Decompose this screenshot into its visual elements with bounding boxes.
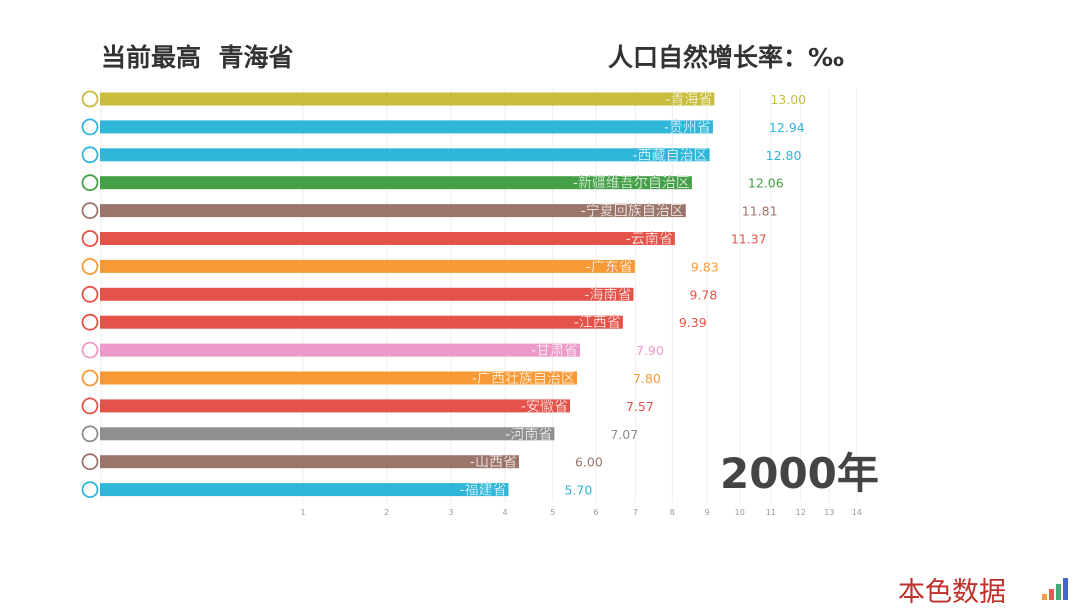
bar-marker-circle [81,285,99,303]
bar-category-label: -新疆维吾尔自治区 [573,176,690,192]
bar-category-label: -安徽省 [521,399,568,415]
bar-category-label: -青海省 [665,92,712,108]
x-tick-label: 11 [766,508,776,517]
bar-category-label: -河南省 [505,427,552,443]
x-tick-label: 4 [502,508,507,517]
bar-marker-circle [81,202,99,220]
bar-category-label: -江西省 [574,315,621,331]
x-tick-label: 9 [704,508,709,517]
brand-logo-text: 本色数据 [898,577,1006,608]
x-tick-label: 2 [384,508,389,517]
bar-value-label: 9.83 [691,259,719,274]
bar-marker-circle [81,118,99,136]
bar [100,315,623,329]
bar-value-label: 12.80 [766,148,802,163]
bar-value-label: 5.70 [564,483,592,498]
bar [100,287,634,301]
bar-chart-logo-icon [1042,578,1068,600]
bar-value-label: 7.07 [610,427,638,442]
bar-value-label: 6.00 [575,455,603,470]
x-tick-label: 8 [670,508,675,517]
bar-category-label: -云南省 [626,232,673,248]
bar [100,204,686,218]
bar-value-label: 7.90 [636,343,664,358]
bar [100,399,570,413]
bar-marker-circle [81,397,99,415]
bar-value-label: 13.00 [770,92,806,107]
bar-value-label: 11.37 [731,232,767,247]
x-tick-label: 1 [300,508,305,517]
bar [100,259,635,273]
x-tick-label: 7 [633,508,638,517]
bar-category-label: -甘肃省 [531,343,578,359]
bar [100,427,555,441]
bar-category-label: -海南省 [584,287,631,303]
bar-category-label: -广西壮族自治区 [472,371,575,387]
x-tick-label: 13 [824,508,834,517]
bar [100,455,519,469]
bar-category-label: -西藏自治区 [633,148,708,164]
year-label: 2000年 [720,449,879,498]
bar-marker-circle [81,313,99,331]
x-tick-label: 10 [735,508,745,517]
bar-value-label: 12.94 [769,120,805,135]
bar [100,371,577,385]
x-tick-label: 12 [796,508,806,517]
x-tick-label: 5 [550,508,555,517]
bar-value-label: 7.80 [633,371,661,386]
bar-value-label: 9.39 [679,315,707,330]
bar [100,483,509,497]
bar-marker-circle [81,174,99,192]
bar [100,148,710,162]
bar [100,120,713,134]
bar [100,176,692,190]
bar-marker-circle [81,341,99,359]
bar-category-label: -贵州省 [664,120,711,136]
bar-marker-circle [81,90,99,108]
bar-value-label: 11.81 [742,204,778,219]
bar [100,343,581,357]
bar-marker-circle [81,257,99,275]
metric-title: 人口自然增长率：‰ [608,43,844,72]
bar-value-label: 9.78 [690,287,718,302]
bar-marker-circle [81,230,99,247]
bar-marker-circle [81,425,99,443]
x-tick-label: 3 [448,508,453,517]
bar-marker-circle [81,453,99,471]
leader-title: 当前最高 青海省 [101,38,293,74]
bar-value-label: 7.57 [626,399,654,414]
bar-category-label: -山西省 [470,455,517,471]
x-tick-label: 14 [852,508,862,517]
bar-category-label: -广东省 [586,259,633,275]
bar-marker-circle [81,481,99,499]
x-tick-label: 6 [593,508,598,517]
bar [100,232,675,245]
bar-marker-circle [81,369,99,387]
bar [100,92,715,106]
bar-value-label: 12.06 [748,176,784,191]
bar-category-label: -宁夏回族自治区 [581,203,684,220]
bar-marker-circle [81,146,99,164]
bar-category-label: -福建省 [459,483,506,499]
leader-name: 青海省 [218,43,294,72]
leader-label: 当前最高 [101,43,202,72]
